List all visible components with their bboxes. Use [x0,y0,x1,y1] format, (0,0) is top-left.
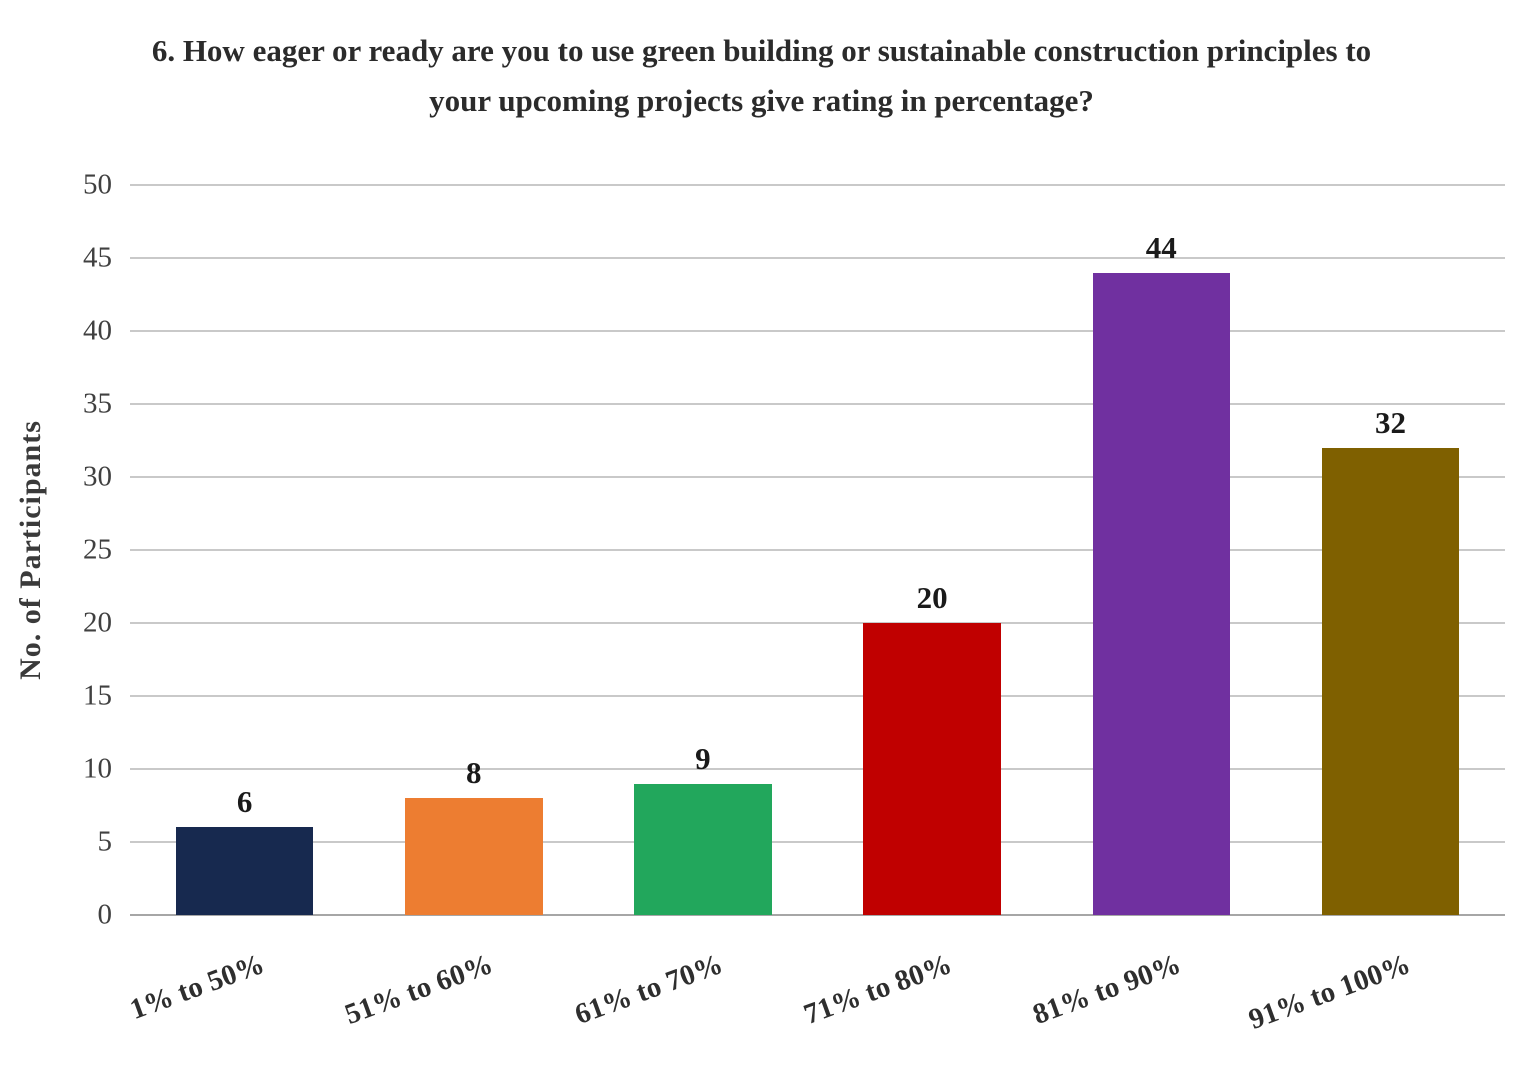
gridline [130,622,1505,624]
bar [175,827,314,915]
bar-value-label: 44 [1145,229,1177,265]
x-tick-label: 61% to 70% [570,947,727,1031]
y-tick-label: 40 [83,314,112,347]
bar-value-label: 32 [1374,404,1406,440]
bar [1092,272,1231,915]
gridline [130,841,1505,843]
x-tick-cell: 51% to 60% [341,925,588,1055]
gridline [130,768,1505,770]
bar-value-label: 20 [916,580,948,615]
bar-value-label: 8 [466,755,482,791]
gridline [130,257,1505,259]
x-tick-label: 1% to 50% [125,947,269,1027]
x-tick-label: 71% to 80% [799,947,956,1031]
bar-group: 32 [1276,185,1505,915]
bar-group: 8 [359,185,588,915]
y-tick-label: 25 [83,533,112,566]
x-tick-labels: 1% to 50% 51% to 60% 61% to 70% 71% to 80% 8… [126,925,1505,1055]
gridline [130,403,1505,405]
gridline [130,549,1505,551]
y-tick-label: 0 [97,898,113,931]
y-tick-labels: 0 5 10 15 20 25 30 35 40 45 50 [40,169,113,931]
y-tick-label: 15 [83,679,112,712]
bar [634,783,772,915]
y-tick-label: 5 [97,825,113,858]
bar-group: 6 [130,185,359,915]
y-tick-label: 30 [83,460,112,493]
bar-group: 44 [1047,185,1276,915]
bar [1321,447,1460,915]
x-tick-cell: 81% to 90% [1029,925,1276,1055]
x-tick-cell: 1% to 50% [126,925,359,1055]
gridline [130,330,1505,332]
y-tick-label: 20 [83,606,112,639]
x-tick-cell: 71% to 80% [799,925,1047,1055]
bar-value-label: 6 [236,784,253,820]
x-tick-cell: 61% to 70% [570,925,817,1055]
bar-group: 20 [818,185,1047,915]
y-tick-label: 35 [83,387,112,420]
y-tick-label: 50 [83,168,112,201]
y-tick-label: 45 [83,241,112,274]
plot-area: 6 8 9 20 44 32 [130,184,1505,916]
bars: 6 8 9 20 44 32 [130,185,1505,915]
chart-title: 6. How eager or ready are you to use gre… [151,33,1372,118]
x-axis-baseline [130,914,1505,916]
x-tick-cell: 91% to 100% [1244,925,1505,1055]
gridline [130,695,1505,697]
bar [863,623,1001,915]
bar [405,798,543,915]
gridlines [130,184,1505,916]
x-tick-label: 81% to 90% [1028,947,1185,1031]
bar-group: 9 [588,185,817,915]
gridline [130,476,1505,478]
gridline [130,184,1505,186]
x-tick-label: 51% to 60% [341,947,498,1031]
bar-value-label: 9 [695,740,711,776]
y-tick-label: 10 [83,752,112,785]
